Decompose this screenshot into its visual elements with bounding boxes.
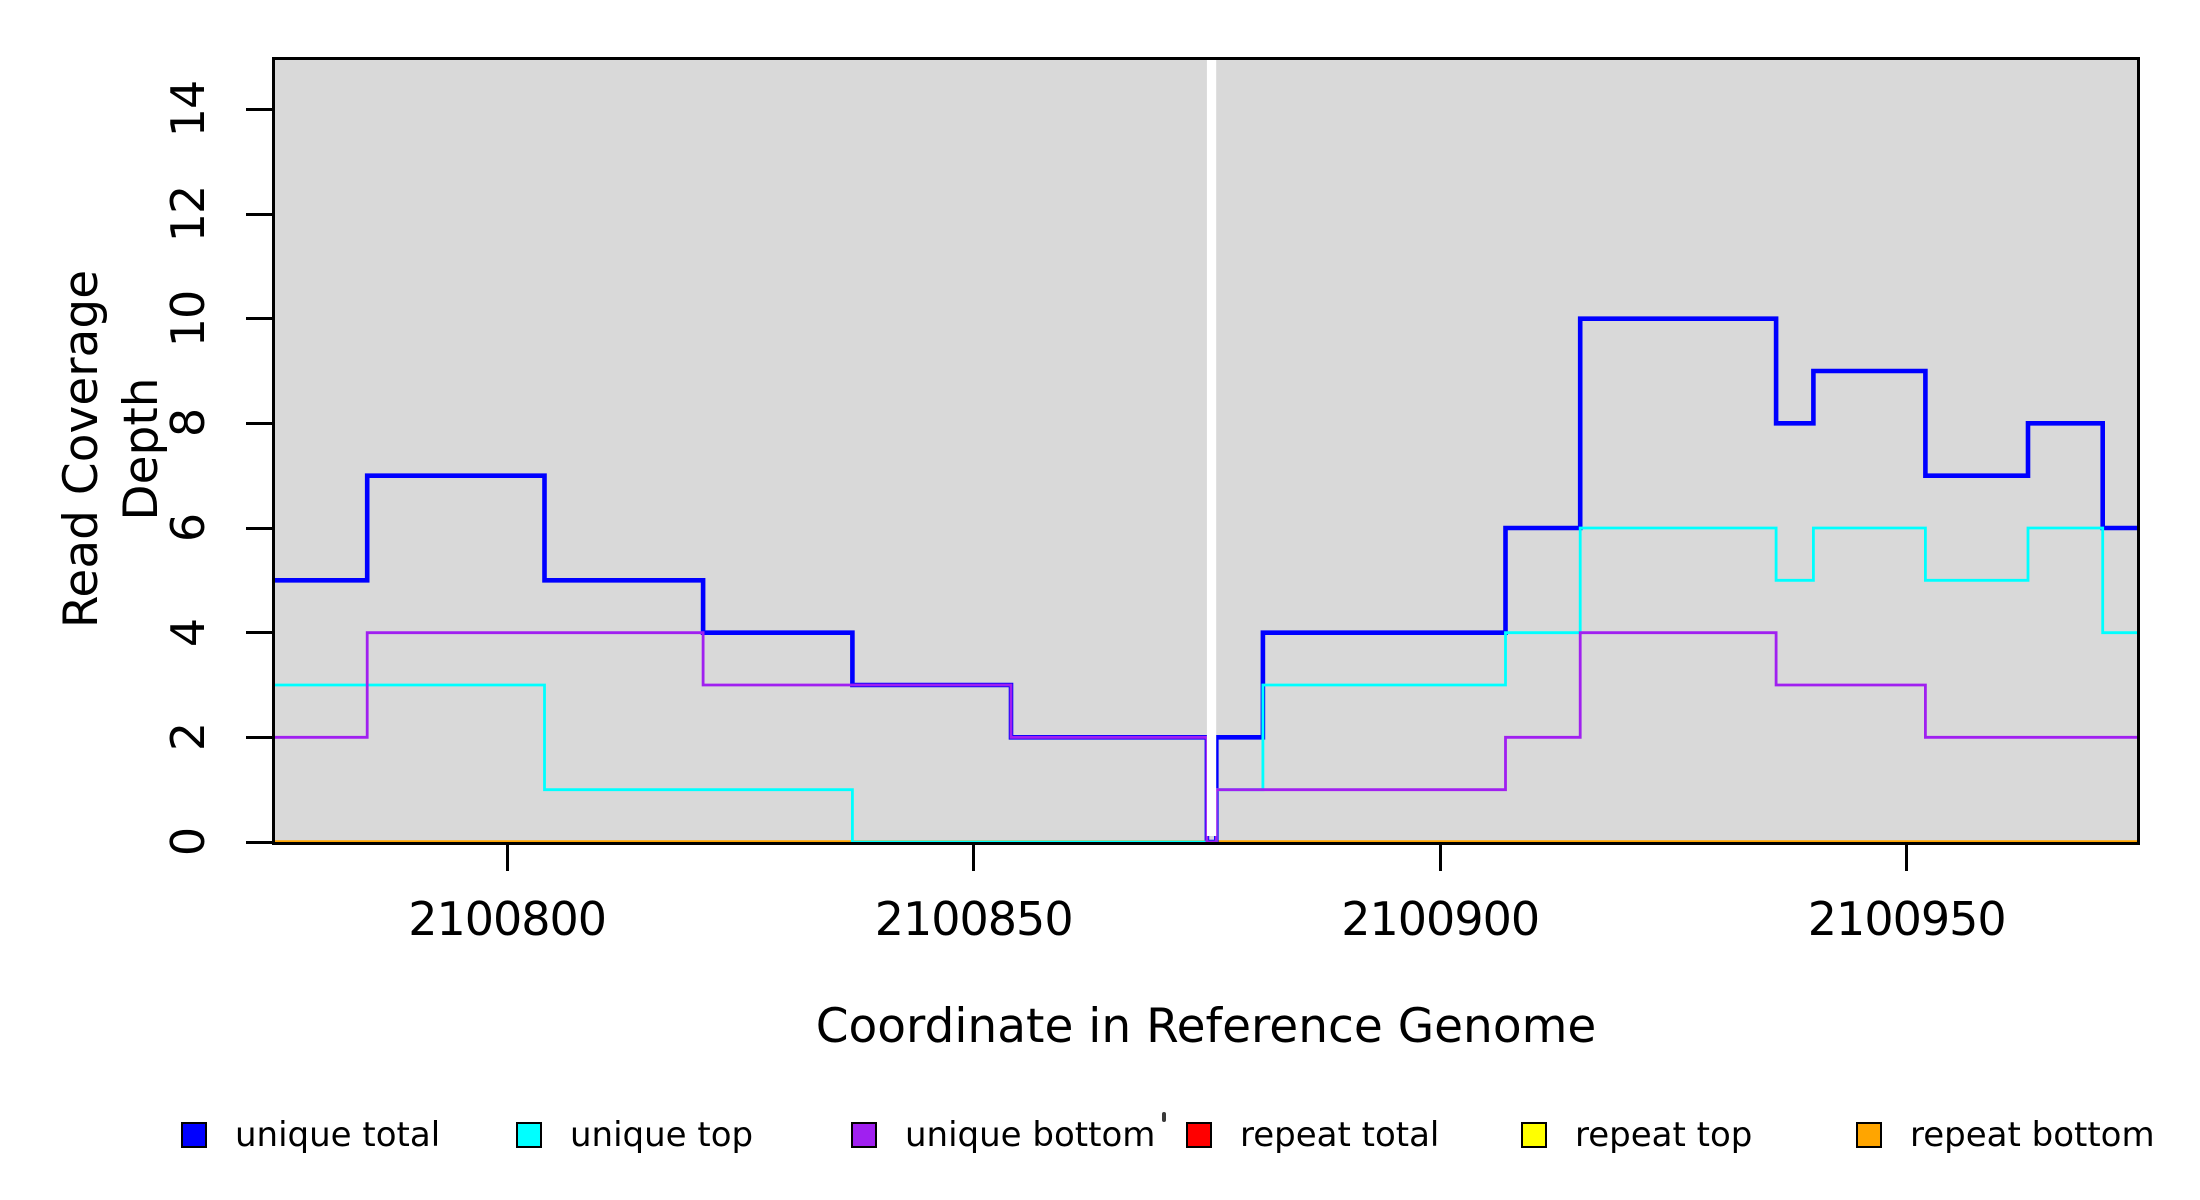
legend-swatch-icon: [1186, 1122, 1212, 1148]
y-tick-mark: [246, 735, 272, 739]
legend-swatch-icon: [851, 1122, 877, 1148]
legend-label: unique top: [570, 1115, 754, 1155]
y-axis-title: Read Coverage Depth: [54, 269, 169, 629]
x-tick-label: 2100850: [874, 892, 1074, 946]
y-tick-label: 4: [161, 618, 215, 647]
x-tick-mark: [505, 845, 509, 871]
x-tick-label: 2100900: [1341, 892, 1540, 946]
legend-swatch-icon: [1521, 1122, 1547, 1148]
legend-swatch-icon: [181, 1122, 207, 1148]
series-unique-bottom: [272, 631, 2140, 844]
no-data-gap: [1206, 57, 1217, 836]
y-tick-mark: [246, 317, 272, 321]
legend-label: unique bottom: [905, 1115, 1156, 1155]
y-tick-label: 14: [161, 81, 215, 138]
x-axis-title: Coordinate in Reference Genome: [815, 999, 1597, 1054]
coverage-step-chart: [272, 57, 2140, 845]
legend-label: repeat total: [1240, 1115, 1440, 1155]
plot-border-top: [272, 57, 2140, 60]
plot-border-bottom: [272, 842, 2140, 845]
x-tick-label: 2100950: [1807, 892, 2007, 946]
series-unique-top: [272, 526, 2140, 844]
y-tick-mark: [246, 840, 272, 844]
x-tick-mark: [972, 845, 976, 871]
y-tick-label: 10: [161, 290, 215, 347]
plot-panel: [272, 57, 2140, 845]
legend-label: repeat top: [1575, 1115, 1753, 1155]
legend-label: repeat bottom: [1910, 1115, 2155, 1155]
y-tick-label: 2: [161, 723, 215, 752]
x-tick-label: 2100800: [408, 892, 607, 946]
y-tick-label: 12: [161, 185, 215, 243]
plot-border-left: [272, 57, 275, 845]
y-tick-mark: [246, 421, 272, 425]
legend-label: unique total: [235, 1115, 441, 1155]
legend-swatch-icon: [1856, 1122, 1882, 1148]
x-tick-mark: [1438, 845, 1442, 871]
x-tick-mark: [1905, 845, 1909, 871]
stray-dot: [1162, 1112, 1166, 1122]
y-tick-mark: [246, 526, 272, 530]
y-tick-mark: [246, 107, 272, 111]
legend-swatch-icon: [516, 1122, 542, 1148]
y-tick-label: 0: [161, 827, 215, 857]
plot-border-right: [2137, 57, 2140, 845]
y-tick-mark: [246, 631, 272, 635]
y-tick-mark: [246, 212, 272, 216]
